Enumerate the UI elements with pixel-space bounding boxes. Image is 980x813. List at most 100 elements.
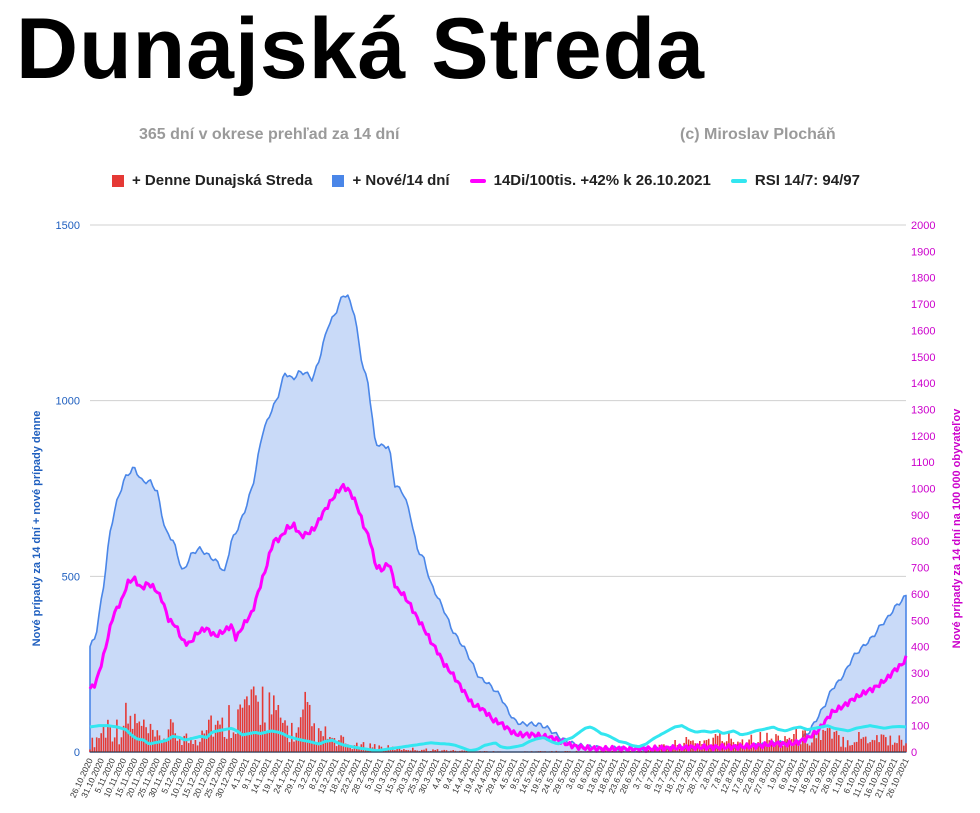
- bar-daily-258: [667, 748, 670, 752]
- bar-daily-343: [858, 732, 860, 752]
- right-tick-label-0: 0: [911, 747, 917, 759]
- bar-daily-99: [311, 726, 313, 752]
- legend-label-incidence: 14Di/100tis. +42% k 26.10.2021: [493, 172, 711, 189]
- bar-daily-47: [194, 740, 197, 752]
- series-rsi-line: [89, 724, 907, 753]
- bar-daily-150: [425, 748, 428, 752]
- right-tick-label-19: 1900: [911, 246, 935, 258]
- bar-daily-2: [93, 747, 96, 752]
- bar-daily-65: [234, 734, 237, 752]
- bar-daily-236: [618, 750, 620, 752]
- bar-daily-73: [252, 686, 255, 752]
- bar-daily-70: [246, 696, 248, 752]
- bar-daily-263: [678, 748, 681, 752]
- bar-daily-12: [116, 719, 118, 752]
- bar-daily-68: [241, 707, 244, 752]
- bar-daily-217: [575, 750, 578, 752]
- bar-daily-32: [161, 743, 163, 752]
- right-tick-label-8: 800: [911, 536, 929, 548]
- bar-daily-69: [243, 699, 246, 752]
- bar-daily-352: [878, 742, 880, 752]
- bar-daily-353: [880, 734, 883, 752]
- bar-daily-342: [855, 741, 858, 752]
- bar-daily-149: [423, 749, 425, 752]
- bar-daily-280: [716, 735, 719, 752]
- bar-daily-325: [817, 732, 820, 752]
- bar-daily-363: [903, 745, 905, 752]
- bar-daily-208: [555, 750, 558, 752]
- bar-daily-278: [712, 737, 714, 752]
- legend-swatch-incidence: [469, 178, 486, 183]
- bar-daily-15: [122, 725, 125, 752]
- bar-daily-57: [217, 720, 219, 752]
- bar-daily-349: [871, 739, 874, 752]
- bar-daily-138: [398, 747, 401, 752]
- bar-daily-348: [869, 742, 871, 752]
- bar-daily-158: [443, 749, 445, 752]
- bar-daily-338: [846, 740, 849, 752]
- bar-daily-144: [412, 747, 414, 752]
- right-tick-label-10: 1000: [911, 484, 935, 496]
- bar-daily-336: [842, 736, 844, 752]
- bar-daily-142: [407, 750, 410, 752]
- bar-daily-346: [864, 736, 867, 752]
- bar-daily-299: [759, 732, 762, 752]
- bar-daily-97: [306, 702, 309, 752]
- bar-daily-10: [111, 741, 114, 752]
- bar-daily-78: [264, 722, 266, 752]
- bar-daily-362: [900, 739, 903, 752]
- right-axis-title: Nové prípady za 14 dní na 100 000 obyvat…: [951, 408, 963, 648]
- left-tick-label-0: 0: [74, 747, 80, 759]
- bar-daily-155: [436, 749, 439, 752]
- bar-daily-31: [158, 735, 161, 752]
- bar-daily-230: [604, 750, 607, 752]
- bar-daily-350: [873, 740, 876, 752]
- bar-daily-241: [629, 750, 632, 752]
- bar-daily-88: [286, 725, 289, 752]
- bar-daily-58: [219, 724, 221, 752]
- right-tick-label-11: 1100: [911, 457, 935, 469]
- bar-daily-317: [799, 744, 802, 752]
- right-tick-label-12: 1200: [911, 431, 935, 443]
- bar-daily-56: [214, 724, 217, 752]
- bar-daily-110: [335, 746, 338, 752]
- bar-daily-14: [120, 737, 123, 752]
- bar-daily-100: [313, 723, 315, 752]
- bar-daily-117: [351, 749, 354, 752]
- bar-daily-28: [152, 729, 154, 752]
- bar-daily-85: [279, 717, 282, 752]
- bar-daily-165: [459, 750, 461, 752]
- bar-daily-92: [295, 732, 298, 752]
- right-tick-label-7: 700: [911, 563, 929, 575]
- right-tick-label-16: 1600: [911, 325, 935, 337]
- bar-daily-304: [770, 738, 773, 752]
- bar-daily-50: [201, 730, 203, 752]
- bar-daily-106: [326, 738, 329, 752]
- bar-daily-52: [205, 730, 208, 752]
- bar-daily-122: [362, 742, 365, 752]
- bar-daily-4: [98, 738, 100, 752]
- bar-daily-24: [143, 719, 145, 752]
- bar-daily-324: [815, 738, 818, 752]
- bar-daily-108: [331, 737, 333, 752]
- legend-label-new14: + Nové/14 dní: [352, 172, 450, 189]
- bar-daily-95: [302, 709, 304, 752]
- bar-daily-22: [138, 721, 141, 752]
- bar-daily-33: [163, 738, 165, 752]
- bar-daily-98: [308, 704, 311, 752]
- bar-daily-94: [299, 717, 302, 752]
- right-tick-label-1: 100: [911, 721, 929, 733]
- bar-daily-72: [250, 689, 253, 752]
- bar-daily-312: [788, 737, 791, 752]
- right-tick-label-14: 1400: [911, 378, 935, 390]
- bar-daily-302: [766, 732, 768, 752]
- bar-daily-9: [109, 726, 111, 752]
- bar-daily-86: [282, 722, 284, 752]
- bar-daily-36: [169, 719, 172, 752]
- bar-daily-141: [405, 750, 407, 752]
- bar-daily-103: [320, 730, 322, 752]
- bar-daily-61: [226, 738, 228, 752]
- bar-daily-339: [849, 745, 851, 752]
- bar-daily-38: [174, 733, 176, 752]
